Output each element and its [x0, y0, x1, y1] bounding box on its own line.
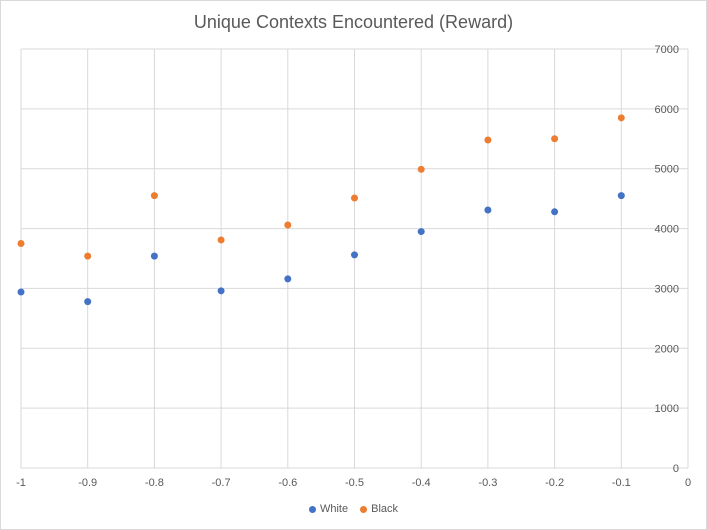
data-point-black [217, 236, 225, 244]
chart-legend: White Black [0, 503, 707, 515]
legend-marker [360, 505, 368, 513]
data-point-white [217, 287, 225, 295]
legend-item-black: Black [360, 503, 398, 515]
y-tick-label: 2000 [655, 343, 679, 355]
data-point-black [150, 192, 158, 200]
data-point-white [84, 298, 92, 306]
y-tick-label: 3000 [655, 283, 679, 295]
y-tick-label: 5000 [655, 164, 679, 176]
y-tick-label: 6000 [655, 104, 679, 116]
x-tick-label: -1 [16, 477, 26, 489]
data-point-white [17, 288, 25, 296]
data-point-white [351, 251, 358, 259]
legend-item-white: White [308, 503, 349, 515]
data-point-white [150, 252, 158, 260]
data-point-white [417, 228, 425, 236]
x-tick-label: -0.2 [545, 477, 564, 489]
y-tick-label: 7000 [655, 44, 679, 56]
x-tick-label: -0.5 [345, 477, 364, 489]
data-point-black [351, 194, 358, 202]
data-point-black [551, 135, 559, 143]
x-tick-label: -0.6 [278, 477, 297, 489]
data-point-black [284, 221, 292, 229]
x-tick-label: -0.1 [612, 477, 631, 489]
x-tick-label: -0.3 [478, 477, 497, 489]
x-tick-label: -0.7 [212, 477, 231, 489]
data-point-black [617, 114, 625, 122]
legend-label: Black [371, 503, 399, 515]
data-point-black [17, 240, 25, 248]
y-tick-label: 0 [673, 463, 679, 475]
data-point-black [484, 136, 492, 144]
x-tick-label: -0.8 [145, 477, 164, 489]
chart-title: Unique Contexts Encountered (Reward) [193, 12, 514, 32]
data-point-white [484, 206, 492, 214]
legend-label: White [319, 503, 349, 515]
y-tick-label: 4000 [655, 224, 679, 236]
data-point-white [284, 275, 292, 283]
legend-marker [308, 505, 316, 513]
data-point-white [551, 208, 559, 216]
data-point-white [617, 192, 625, 200]
y-tick-label: 1000 [655, 403, 679, 415]
x-tick-label: 0 [685, 477, 691, 489]
x-tick-label: -0.9 [78, 477, 97, 489]
data-point-black [417, 165, 425, 173]
data-point-black [84, 252, 92, 260]
x-tick-label: -0.4 [412, 477, 431, 489]
